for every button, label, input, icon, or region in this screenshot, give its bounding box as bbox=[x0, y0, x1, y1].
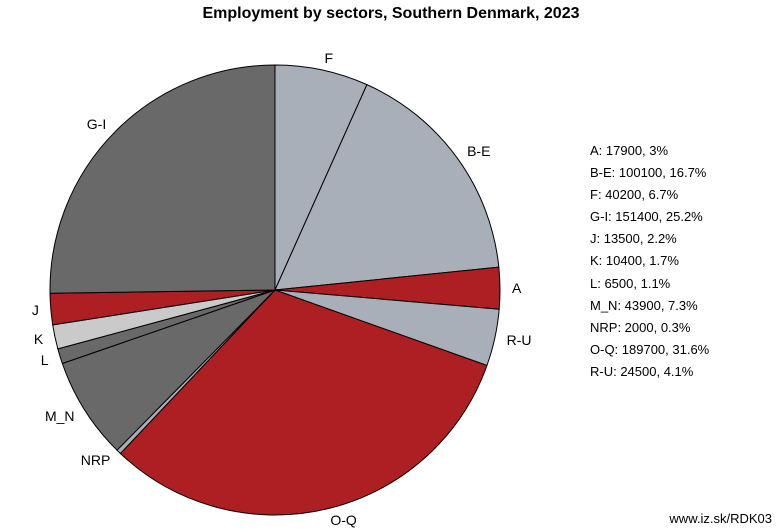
slice-label-mn: M_N bbox=[45, 408, 75, 424]
slice-label-be: B-E bbox=[467, 143, 490, 159]
slice-label-f: F bbox=[325, 50, 334, 66]
slice-label-l: L bbox=[41, 352, 49, 368]
legend-item-oq: O-Q: 189700, 31.6% bbox=[590, 339, 770, 361]
legend-item-be: B-E: 100100, 16.7% bbox=[590, 162, 770, 184]
legend-item-gi: G-I: 151400, 25.2% bbox=[590, 206, 770, 228]
legend-item-nrp: NRP: 2000, 0.3% bbox=[590, 317, 770, 339]
legend-item-ru: R-U: 24500, 4.1% bbox=[590, 361, 770, 383]
slice-label-oq: O-Q bbox=[330, 512, 356, 528]
slice-label-a: A bbox=[512, 280, 521, 296]
pie-chart bbox=[30, 30, 520, 520]
source-link[interactable]: www.iz.sk/RDK03 bbox=[669, 511, 772, 526]
legend-item-l: L: 6500, 1.1% bbox=[590, 273, 770, 295]
pie-slice-gi bbox=[50, 65, 275, 293]
slice-label-gi: G-I bbox=[87, 116, 106, 132]
legend-item-a: A: 17900, 3% bbox=[590, 140, 770, 162]
legend: A: 17900, 3%B-E: 100100, 16.7%F: 40200, … bbox=[590, 140, 770, 383]
slice-label-j: J bbox=[32, 302, 39, 318]
chart-title: Employment by sectors, Southern Denmark,… bbox=[0, 5, 782, 23]
legend-item-mn: M_N: 43900, 7.3% bbox=[590, 295, 770, 317]
slice-label-ru: R-U bbox=[507, 332, 532, 348]
slice-label-k: K bbox=[34, 331, 43, 347]
slice-label-nrp: NRP bbox=[81, 452, 111, 468]
legend-item-f: F: 40200, 6.7% bbox=[590, 184, 770, 206]
legend-item-k: K: 10400, 1.7% bbox=[590, 250, 770, 272]
legend-item-j: J: 13500, 2.2% bbox=[590, 228, 770, 250]
